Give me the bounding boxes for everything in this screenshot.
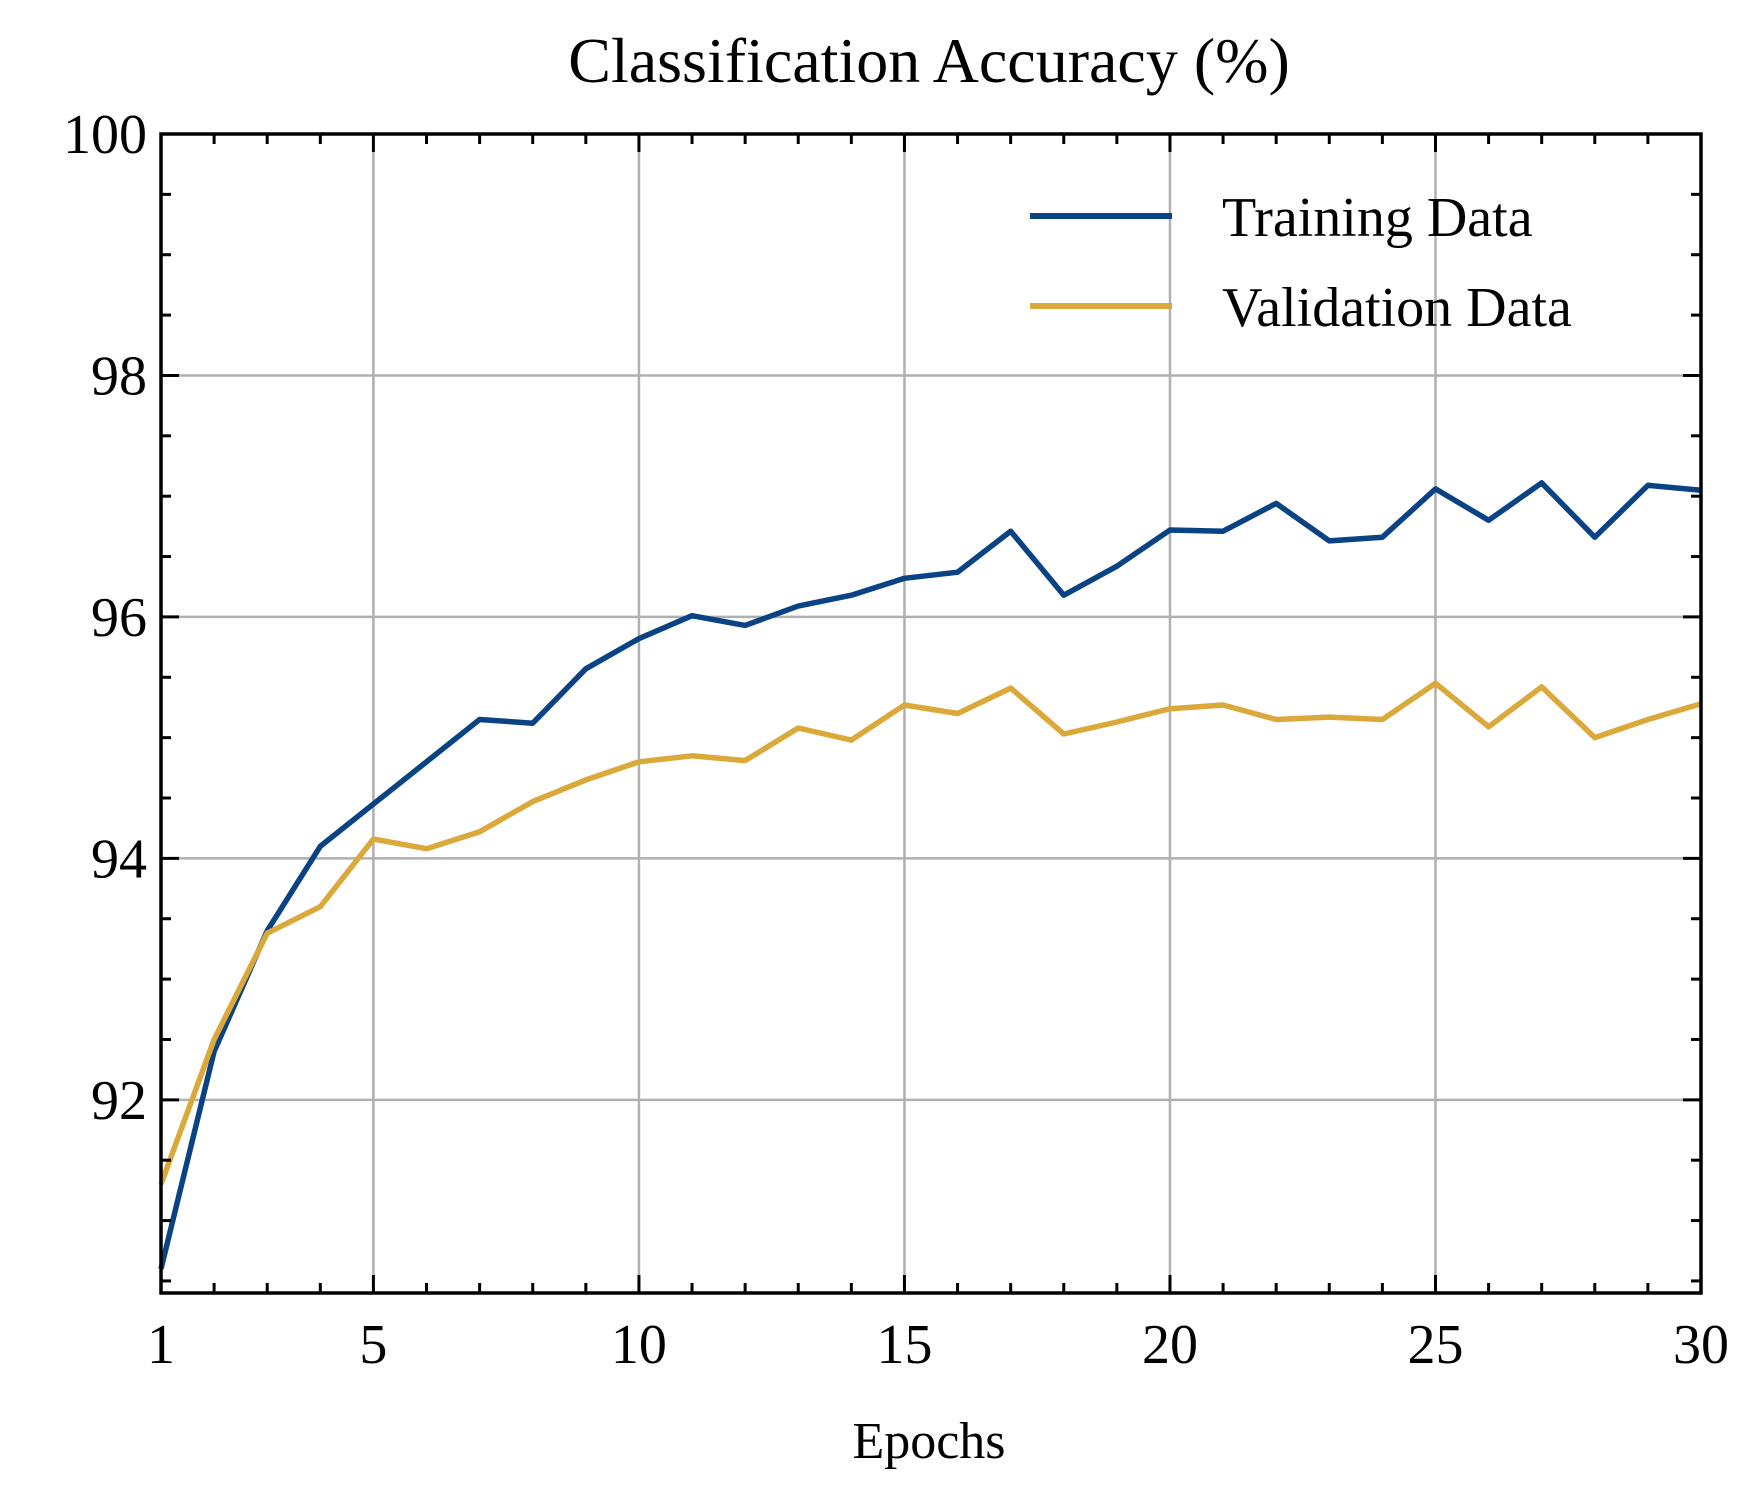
x-tick-label: 15 xyxy=(876,1314,932,1376)
y-tick-label: 92 xyxy=(91,1070,147,1132)
x-tick-label: 1 xyxy=(147,1314,175,1376)
plot-frame xyxy=(159,132,1703,1295)
x-tick-label: 30 xyxy=(1673,1314,1729,1376)
x-axis-label: Epochs xyxy=(852,1413,1005,1470)
legend: Training Data Validation Data xyxy=(1030,187,1572,339)
chart-title: Classification Accuracy (%) xyxy=(568,25,1290,96)
legend-label-0: Training Data xyxy=(1222,187,1533,249)
legend-label-1: Validation Data xyxy=(1222,277,1572,339)
y-tick-label: 94 xyxy=(91,828,147,890)
series-line-1 xyxy=(158,680,1702,1186)
y-tick-label: 96 xyxy=(91,587,147,649)
y-tick-label: 98 xyxy=(91,345,147,407)
x-tick-labels: 1 5 10 15 20 25 30 xyxy=(147,1314,1729,1376)
x-tick-label: 25 xyxy=(1407,1314,1463,1376)
x-tick-label: 20 xyxy=(1142,1314,1198,1376)
x-tick-label: 10 xyxy=(611,1314,667,1376)
grid-lines xyxy=(159,132,1703,1293)
series-lines xyxy=(158,480,1702,1270)
x-tick-label: 5 xyxy=(359,1314,387,1376)
series-line-0 xyxy=(158,480,1702,1270)
y-tick-label: 100 xyxy=(63,104,147,166)
y-tick-labels: 92 94 96 98 100 xyxy=(63,104,147,1132)
axis-ticks xyxy=(159,132,1703,1293)
